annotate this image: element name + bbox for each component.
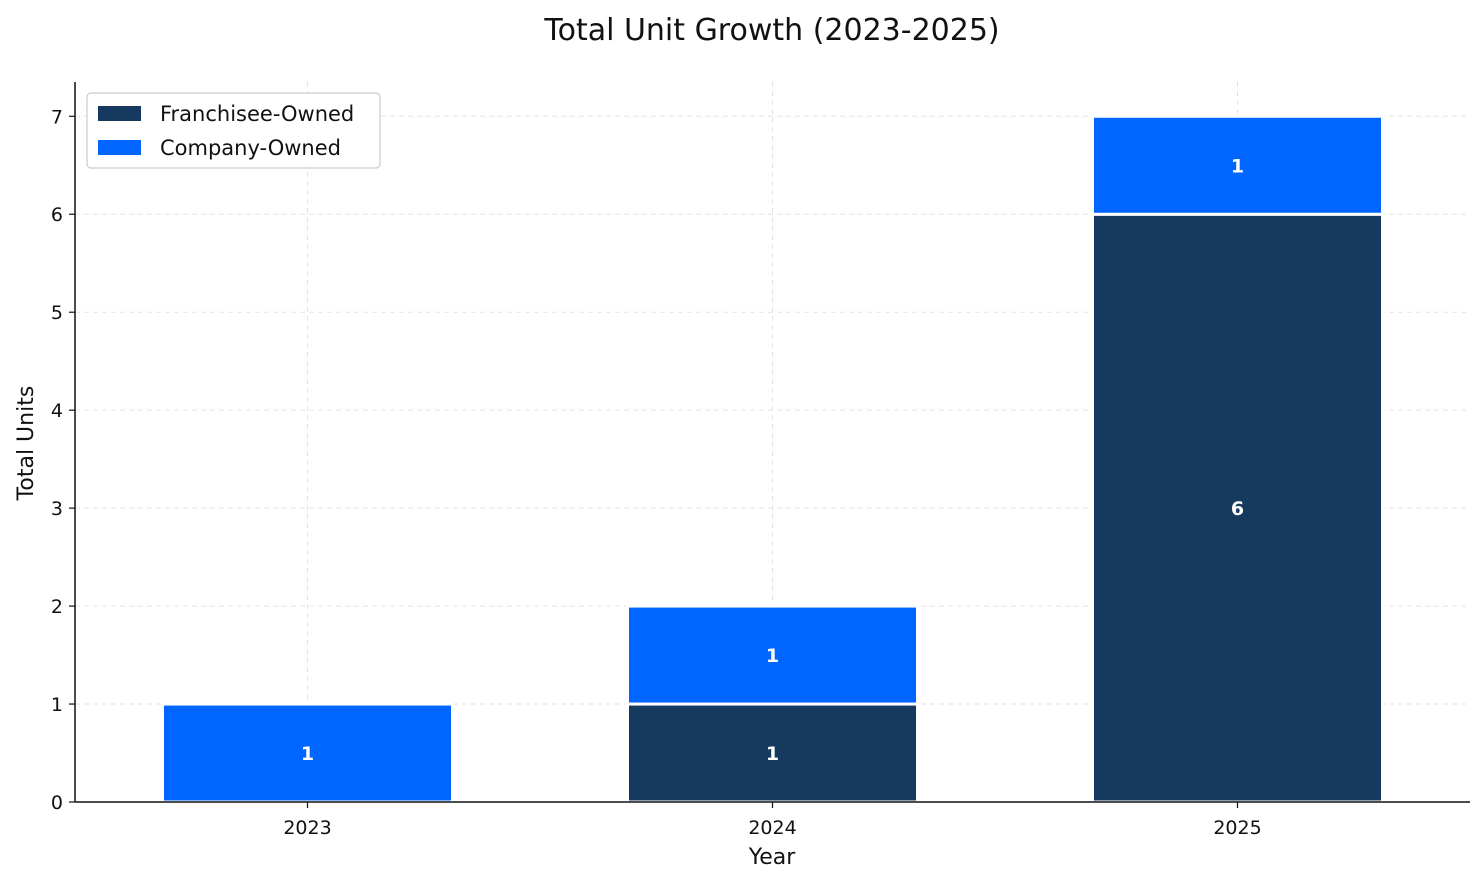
y-tick-label: 6	[51, 204, 63, 226]
x-axis-label: Year	[748, 845, 797, 870]
x-tick-label: 2024	[748, 817, 796, 839]
chart-title: Total Unit Growth (2023-2025)	[543, 13, 999, 48]
bar-company-owned-2025	[1091, 114, 1384, 216]
legend-label: Company-Owned	[160, 136, 341, 160]
axes-layer: 0 1 2 3 4 5 6 7 2023 2024 2025	[51, 82, 1470, 839]
data-label: 1	[1231, 155, 1244, 177]
legend-label: Franchisee-Owned	[160, 102, 354, 126]
y-tick-label: 3	[51, 498, 63, 520]
y-tick-label: 5	[51, 302, 63, 324]
data-label: 1	[301, 743, 314, 765]
y-tick-label: 1	[51, 694, 63, 716]
y-tick-label: 0	[51, 792, 63, 814]
bars-layer	[161, 114, 1384, 804]
data-label: 6	[1231, 498, 1244, 520]
legend-swatch	[98, 140, 141, 155]
x-tick-label: 2025	[1213, 817, 1261, 839]
legend-swatch	[98, 106, 141, 121]
y-axis-label: Total Units	[14, 386, 39, 502]
y-tick-label: 7	[51, 106, 63, 128]
y-tick-label: 2	[51, 596, 63, 618]
legend: Franchisee-Owned Company-Owned	[86, 92, 381, 169]
bar-franchisee-owned-2025	[1091, 212, 1384, 804]
bar-company-owned-2024	[626, 604, 919, 706]
x-tick-label: 2023	[283, 817, 331, 839]
legend-box	[86, 92, 381, 169]
data-label: 1	[766, 743, 779, 765]
y-tick-label: 4	[51, 400, 63, 422]
data-label: 1	[766, 645, 779, 667]
